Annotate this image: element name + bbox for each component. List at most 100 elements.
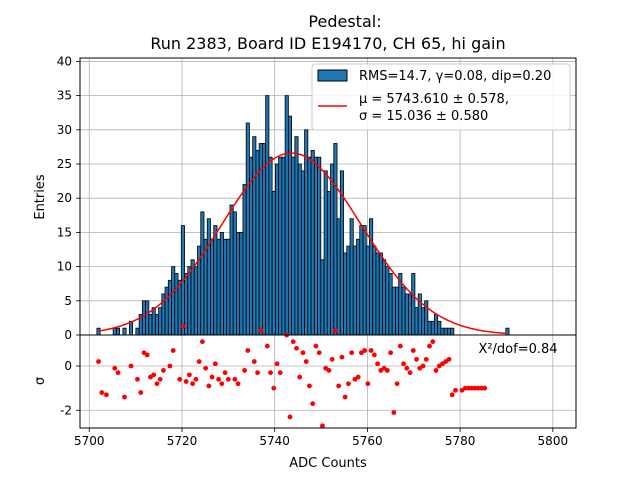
histogram-bar — [307, 156, 312, 336]
histogram-bar — [430, 320, 435, 336]
y-tick-label-top: 35 — [57, 89, 72, 103]
y-tick-label-top: 40 — [57, 54, 72, 68]
histogram-bar — [323, 170, 328, 336]
histogram-bar — [313, 156, 318, 336]
residual-point — [294, 345, 299, 351]
residual-point — [154, 381, 160, 387]
residual-point — [206, 383, 212, 389]
histogram-bar — [278, 156, 283, 336]
residual-point — [368, 348, 374, 353]
residual-point — [453, 387, 458, 393]
residual-point — [449, 392, 455, 398]
x-axis-label: ADC Counts — [289, 456, 367, 471]
residual-point — [180, 323, 186, 329]
histogram-bar — [446, 327, 452, 336]
histogram-bar — [310, 149, 315, 336]
y-axis-label-entries: Entries — [33, 174, 48, 220]
residual-point — [423, 356, 429, 362]
chi2-dof-label: X²/dof=0.84 — [478, 342, 557, 357]
residual-point — [115, 370, 121, 376]
histogram-bar — [210, 238, 215, 336]
histogram-bar — [408, 293, 413, 336]
legend-fit-label-sigma: σ = 15.036 ± 0.580 — [359, 109, 488, 124]
histogram-bar — [206, 218, 211, 336]
residual-point — [446, 356, 452, 362]
gaussian-fit-curve — [98, 152, 507, 335]
x-tick-label: 5760 — [352, 434, 383, 448]
histogram-bar — [356, 238, 361, 336]
bottom-axes-frame — [79, 334, 577, 429]
histogram-bar — [193, 266, 198, 336]
residual-point — [99, 390, 105, 395]
y-tick-label-top: 30 — [57, 123, 72, 137]
histogram-bar — [443, 327, 448, 336]
residual-point — [336, 383, 342, 389]
histogram-bar — [382, 259, 387, 336]
residual-point — [177, 376, 183, 382]
residual-point — [394, 381, 400, 387]
histogram-bar — [378, 252, 383, 336]
residual-point — [138, 390, 144, 395]
chart-title-line2: Run 2383, Board ID E194170, CH 65, hi ga… — [150, 34, 505, 53]
histogram-bar — [433, 314, 439, 336]
residual-point — [216, 376, 222, 382]
residual-point — [433, 368, 439, 373]
residual-point — [482, 385, 488, 391]
legend-box — [311, 63, 571, 131]
residual-point — [345, 381, 351, 387]
histogram-bar — [297, 163, 302, 336]
histogram-bar — [349, 218, 354, 336]
residual-point — [362, 348, 368, 353]
histogram-bar — [245, 122, 250, 336]
histogram-bar — [239, 232, 244, 336]
histogram-bar — [421, 307, 426, 336]
x-tick-label: 5800 — [538, 434, 569, 448]
histogram-bar — [372, 245, 377, 336]
y-tick-label-top: 5 — [64, 294, 72, 308]
residual-point — [186, 372, 192, 378]
residual-point — [297, 374, 303, 380]
histogram-bar — [258, 143, 263, 336]
residual-point — [371, 352, 377, 358]
histogram-bar — [213, 225, 218, 336]
residual-point — [144, 352, 150, 358]
histogram-bar — [385, 266, 390, 336]
histogram-bar — [450, 327, 455, 336]
histogram-bar — [359, 225, 364, 336]
residual-point — [258, 328, 264, 333]
residual-points — [96, 323, 488, 429]
residual-point — [170, 348, 176, 353]
histogram-bar — [401, 286, 406, 336]
histogram-bar — [232, 211, 237, 336]
residual-point — [388, 350, 393, 356]
residual-point — [355, 374, 361, 380]
chart-title-line1: Pedestal: — [308, 12, 381, 31]
histogram-bar — [200, 211, 205, 336]
residual-point — [151, 372, 157, 378]
residual-point — [420, 363, 426, 369]
x-tick-label: 5780 — [445, 434, 476, 448]
residual-point — [167, 363, 173, 369]
residual-point — [193, 376, 199, 382]
histogram-bar — [203, 238, 208, 336]
histogram-bar — [330, 163, 335, 336]
residual-panel: -2 0 5700 5720 5740 5760 5780 5800 σ X²/dof=0.… — [33, 323, 577, 471]
histogram-bar — [229, 204, 234, 336]
legend-histogram-swatch — [317, 69, 348, 82]
histogram-bar — [294, 136, 299, 336]
histogram-bar — [265, 95, 270, 336]
histogram-bar — [437, 320, 442, 336]
residual-point — [196, 359, 202, 364]
residual-point — [333, 328, 338, 333]
histogram-bar — [333, 143, 338, 336]
bottom-gridlines — [80, 335, 576, 428]
histogram-bar — [284, 95, 289, 336]
histogram-bar — [352, 245, 357, 336]
y-axis-label-sigma: σ — [33, 377, 48, 385]
histogram-bar — [216, 238, 221, 336]
residual-point — [287, 414, 293, 420]
y-tick-label-top: 25 — [57, 157, 72, 171]
residual-point — [375, 361, 380, 367]
histogram-bar — [158, 307, 163, 336]
x-tick-label: 5740 — [259, 434, 290, 448]
